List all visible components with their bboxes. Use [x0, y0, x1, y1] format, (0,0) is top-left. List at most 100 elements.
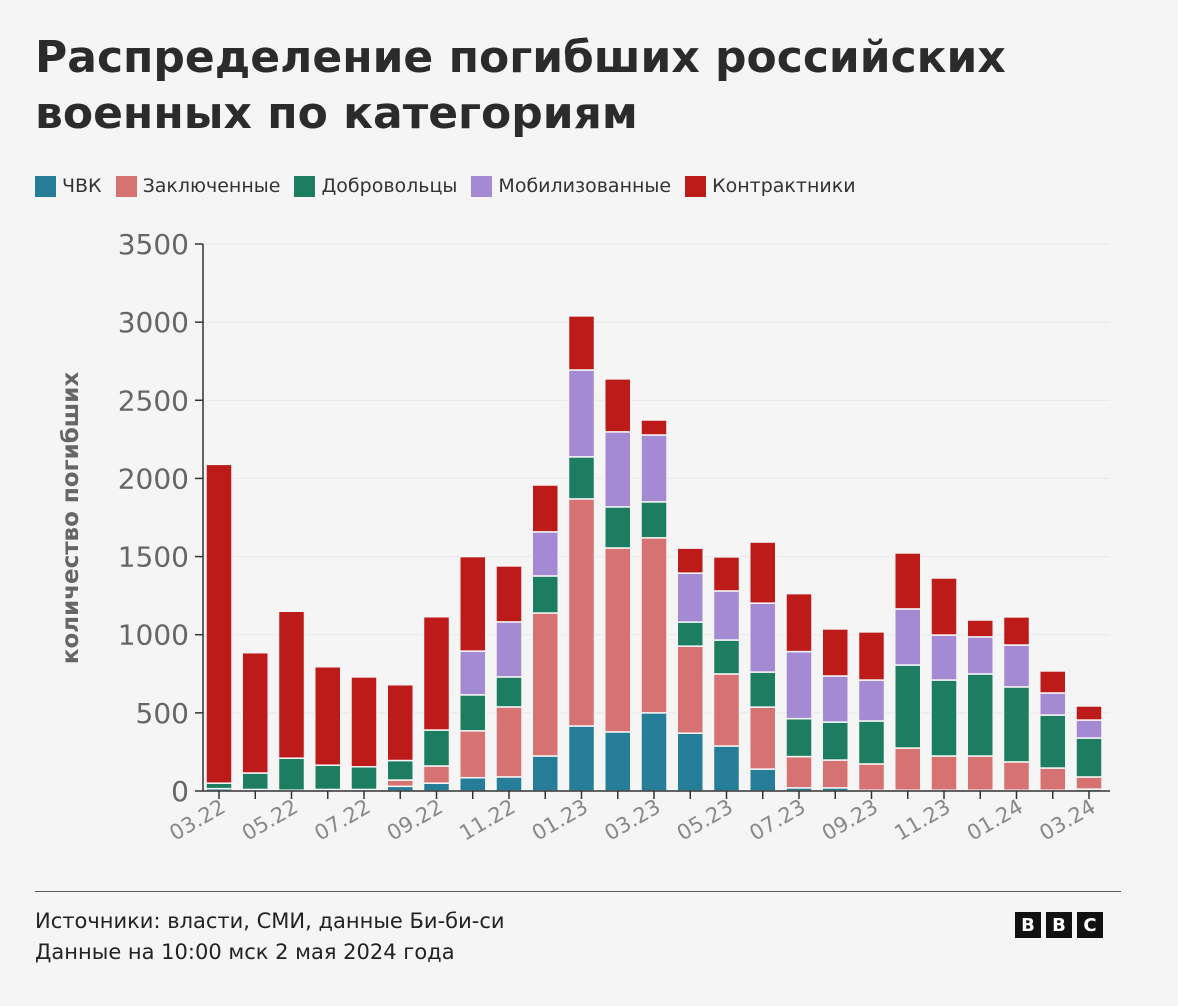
- chart-title: Распределение погибших российских военны…: [35, 32, 1006, 139]
- y-tick-label: 0: [171, 775, 189, 808]
- bar-segment: [495, 676, 523, 708]
- chart: 0 500 1000 1500 2000 2500 3000 3500 количество п…: [58, 228, 1110, 846]
- bar-segment: [857, 679, 886, 722]
- legend-item: Добровольцы: [294, 175, 457, 197]
- bar-segment: [640, 501, 668, 539]
- bar-segment: [386, 759, 414, 781]
- x-tick-label: 07.23: [745, 795, 809, 846]
- bar-segment: [749, 768, 777, 792]
- bbc-logo-block: B: [1046, 912, 1072, 938]
- legend-swatch: [685, 175, 707, 197]
- source-text: Источники: власти, СМИ, данные Би-би-си: [35, 909, 505, 933]
- bar-segment: [567, 315, 596, 371]
- x-tick-label: 07.22: [310, 795, 374, 846]
- bar-segment: [857, 720, 886, 765]
- bar-segment: [241, 651, 269, 774]
- bar-segment: [314, 666, 342, 766]
- legend-label: Добровольцы: [321, 175, 458, 197]
- bar-segment: [966, 673, 994, 757]
- bar-segment: [640, 419, 668, 436]
- x-tick-label: 09.23: [818, 795, 882, 846]
- bar-segment: [894, 552, 922, 610]
- x-tick-label: 09.22: [383, 795, 447, 846]
- bar-segment: [749, 671, 777, 708]
- y-tick-label: 2000: [118, 462, 189, 495]
- bar-segment: [930, 577, 958, 636]
- bar-segment: [894, 608, 922, 666]
- bar-segment: [459, 730, 487, 779]
- legend-label: Заключенные: [142, 175, 281, 197]
- bar-segment: [785, 717, 813, 758]
- bar-segment: [676, 732, 704, 792]
- bar-segment: [676, 645, 704, 734]
- bar-segment: [495, 706, 523, 778]
- bar-segment: [640, 537, 668, 714]
- bar-segment: [604, 731, 632, 792]
- bar-segment: [749, 541, 777, 604]
- bar-segment: [1075, 705, 1103, 721]
- bar-segment: [205, 463, 233, 784]
- bar-segment: [567, 725, 596, 792]
- y-tick-label: 2500: [118, 384, 189, 417]
- x-tick-label: 05.23: [673, 795, 737, 846]
- bar-segment: [604, 378, 632, 433]
- legend-item: Заключенные: [115, 175, 281, 197]
- bar-segment: [640, 434, 668, 503]
- bar-segment: [712, 673, 741, 747]
- bar-segment: [277, 757, 306, 791]
- bar-segment: [604, 431, 632, 508]
- bar-segment: [422, 729, 451, 767]
- bar-segment: [749, 706, 777, 770]
- y-axis-label: количество погибших: [58, 372, 84, 665]
- bar-segment: [785, 592, 813, 653]
- bar-segment: [712, 556, 741, 592]
- bar-segment: [277, 610, 306, 759]
- bar-segment: [712, 745, 741, 792]
- bar-segment: [1075, 776, 1103, 790]
- bar-segment: [966, 755, 994, 791]
- bar-segment: [241, 772, 269, 791]
- x-tick-label: 01.23: [528, 795, 592, 846]
- bar-segment: [459, 694, 487, 732]
- bar-segment: [821, 721, 849, 761]
- bar-segment: [821, 628, 849, 677]
- bar-segment: [1039, 692, 1067, 716]
- y-tick-label: 1500: [118, 541, 189, 574]
- bar-segment: [495, 621, 523, 678]
- bar-segment: [350, 766, 378, 791]
- bar-segment: [712, 590, 741, 641]
- x-tick-label: 03.24: [1035, 795, 1099, 846]
- x-tick-label: 11.22: [455, 795, 519, 846]
- bar-segment: [422, 765, 451, 784]
- bar-segment: [604, 506, 632, 549]
- bar-segment: [894, 747, 922, 791]
- bar-segment: [1002, 616, 1031, 646]
- bar-segment: [712, 639, 741, 675]
- bar-segment: [1002, 644, 1031, 688]
- bar-segment: [531, 531, 559, 577]
- bar-segment: [567, 498, 596, 727]
- bar-segment: [1039, 767, 1067, 791]
- bbc-logo-block: C: [1077, 912, 1103, 938]
- legend-swatch: [294, 175, 316, 197]
- bar-segment: [567, 456, 596, 500]
- bar-segment: [857, 631, 886, 681]
- bar-segment: [386, 683, 414, 762]
- x-tick-label: 03.23: [600, 795, 664, 846]
- bar-segment: [894, 664, 922, 749]
- bbc-logo: B B C: [1015, 912, 1103, 938]
- bar-segment: [930, 634, 958, 681]
- bar-segment: [459, 776, 487, 792]
- bar-segment: [205, 782, 233, 790]
- bar-segment: [857, 763, 886, 791]
- date-text: Данные на 10:00 мск 2 мая 2024 года: [35, 940, 455, 964]
- bar-segment: [785, 650, 813, 720]
- bar-segment: [1039, 714, 1067, 769]
- bar-segment: [1075, 719, 1103, 739]
- bar-segment: [1002, 761, 1031, 791]
- legend: ЧВК Заключенные Добровольцы Мобилизованные К…: [35, 175, 856, 197]
- x-tick-label: 01.24: [963, 795, 1027, 846]
- bar-segment: [930, 755, 958, 791]
- bar-segment: [640, 712, 668, 792]
- bar-segment: [495, 776, 523, 792]
